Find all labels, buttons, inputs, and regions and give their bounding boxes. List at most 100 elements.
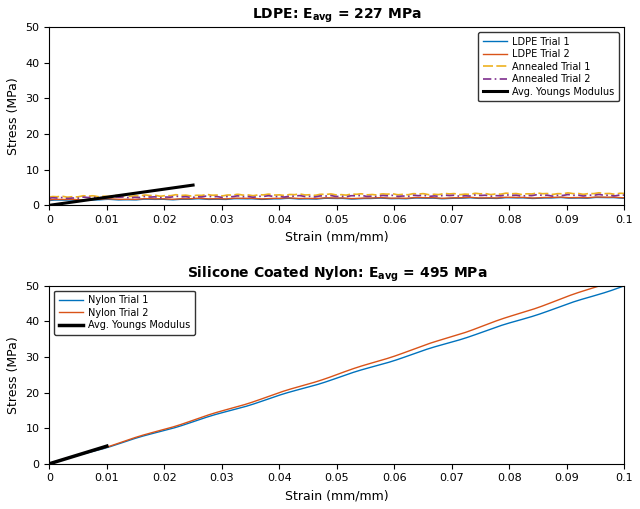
Avg. Youngs Modulus [61,456,68,462]
Avg. Youngs Modulus [63,456,71,462]
Avg. Youngs Modulus [55,458,63,464]
Line: Avg. Youngs Modulus: Avg. Youngs Modulus [49,446,107,464]
Avg. Youngs Modulus [79,450,87,457]
Avg. Youngs Modulus [56,458,64,464]
Nylon Trial 1 [494,324,502,330]
Avg. Youngs Modulus [62,456,70,462]
Annealed Trial 1 [440,190,448,196]
Annealed Trial 2 [104,195,112,201]
Avg. Youngs Modulus [67,454,74,460]
Line: Annealed Trial 2: Annealed Trial 2 [49,194,624,199]
X-axis label: Strain (mm/mm): Strain (mm/mm) [285,489,388,502]
Avg. Youngs Modulus [49,460,57,466]
Avg. Youngs Modulus [102,443,109,449]
LDPE Trial 2 [593,194,601,200]
Avg. Youngs Modulus [90,447,98,453]
Nylon Trial 1 [299,385,307,391]
Avg. Youngs Modulus [45,202,53,208]
LDPE Trial 1 [593,194,601,201]
Avg. Youngs Modulus [88,448,95,454]
Avg. Youngs Modulus [60,457,67,463]
LDPE Trial 2 [278,195,285,201]
Line: Nylon Trial 2: Nylon Trial 2 [49,277,624,464]
Avg. Youngs Modulus [58,457,66,463]
Avg. Youngs Modulus [82,449,90,456]
Avg. Youngs Modulus [95,445,102,451]
Avg. Youngs Modulus [50,459,58,465]
LDPE Trial 1 [440,195,448,202]
Avg. Youngs Modulus [120,192,127,198]
Nylon Trial 2 [104,444,112,450]
Avg. Youngs Modulus [99,444,106,450]
Title: LDPE: E$_\mathregular{avg}$ = 227 MPa: LDPE: E$_\mathregular{avg}$ = 227 MPa [252,7,422,25]
Annealed Trial 1 [104,193,112,200]
Avg. Youngs Modulus [89,447,97,454]
Avg. Youngs Modulus [72,453,80,459]
Line: LDPE Trial 1: LDPE Trial 1 [49,197,624,201]
Avg. Youngs Modulus [70,453,78,459]
LDPE Trial 2 [440,195,448,201]
Line: Avg. Youngs Modulus: Avg. Youngs Modulus [49,185,193,205]
Avg. Youngs Modulus [92,446,100,453]
Nylon Trial 1 [104,444,112,450]
Y-axis label: Stress (MPa): Stress (MPa) [7,77,20,155]
Avg. Youngs Modulus [97,445,105,451]
Nylon Trial 2 [299,383,307,389]
Avg. Youngs Modulus [178,184,186,190]
Line: Annealed Trial 1: Annealed Trial 1 [49,193,624,197]
LDPE Trial 2 [45,197,53,203]
Avg. Youngs Modulus [86,448,94,454]
X-axis label: Strain (mm/mm): Strain (mm/mm) [285,231,388,244]
LDPE Trial 1 [278,195,285,202]
Avg. Youngs Modulus [92,447,99,453]
Avg. Youngs Modulus [96,445,104,451]
LDPE Trial 1 [494,195,502,202]
LDPE Trial 2 [299,195,307,202]
Nylon Trial 1 [278,391,285,398]
Annealed Trial 2 [595,191,603,197]
Avg. Youngs Modulus [131,190,139,196]
Annealed Trial 2 [620,192,628,198]
Annealed Trial 1 [299,191,307,197]
Nylon Trial 1 [45,461,53,467]
Avg. Youngs Modulus [69,454,77,460]
Avg. Youngs Modulus [47,460,54,466]
Annealed Trial 1 [494,191,502,197]
LDPE Trial 2 [104,195,112,202]
LDPE Trial 1 [299,196,307,202]
Line: Nylon Trial 1: Nylon Trial 1 [49,286,624,464]
Annealed Trial 1 [595,190,603,196]
LDPE Trial 1 [45,197,53,204]
LDPE Trial 1 [620,195,628,201]
Avg. Youngs Modulus [76,451,84,458]
Nylon Trial 2 [45,461,53,467]
Annealed Trial 2 [45,195,53,202]
LDPE Trial 2 [504,194,512,201]
Avg. Youngs Modulus [74,452,81,458]
Avg. Youngs Modulus [68,454,76,460]
Avg. Youngs Modulus [65,455,73,461]
Avg. Youngs Modulus [93,446,101,452]
Legend: Nylon Trial 1, Nylon Trial 2, Avg. Youngs Modulus: Nylon Trial 1, Nylon Trial 2, Avg. Young… [54,291,195,335]
Avg. Youngs Modulus [51,459,59,465]
Annealed Trial 1 [45,194,53,201]
Annealed Trial 1 [620,190,628,196]
Nylon Trial 2 [504,314,512,320]
Avg. Youngs Modulus [75,451,83,458]
Avg. Youngs Modulus [83,449,91,456]
Annealed Trial 2 [440,192,448,198]
Avg. Youngs Modulus [57,457,65,463]
Annealed Trial 2 [494,192,502,199]
Nylon Trial 2 [494,317,502,323]
Annealed Trial 2 [278,194,285,200]
Nylon Trial 1 [440,341,448,347]
Avg. Youngs Modulus [77,451,85,457]
Avg. Youngs Modulus [45,461,53,467]
Avg. Youngs Modulus [189,182,197,188]
Nylon Trial 2 [440,336,448,342]
Y-axis label: Stress (MPa): Stress (MPa) [7,336,20,414]
Avg. Youngs Modulus [54,458,61,464]
Annealed Trial 2 [299,193,307,199]
Avg. Youngs Modulus [79,197,86,204]
Legend: LDPE Trial 1, LDPE Trial 2, Annealed Trial 1, Annealed Trial 2, Avg. Youngs Modu: LDPE Trial 1, LDPE Trial 2, Annealed Tri… [478,32,620,101]
